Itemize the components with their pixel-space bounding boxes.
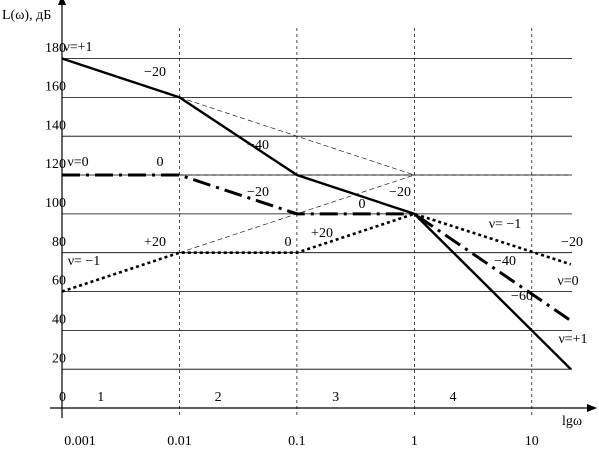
x-tick-label: 10 — [525, 434, 539, 449]
annotation: ν= −1 — [68, 254, 101, 269]
series-line — [62, 173, 572, 322]
y-tick-label: 140 — [45, 118, 66, 133]
annotation: −40 — [247, 138, 269, 153]
series-line — [61, 212, 572, 293]
region-label: 1 — [97, 390, 104, 405]
annotation: −40 — [494, 254, 516, 269]
annotation: +20 — [311, 226, 333, 241]
y-tick-label: 100 — [45, 196, 66, 211]
annotation: 0 — [157, 155, 164, 170]
y-tick-label: 120 — [45, 157, 66, 172]
x-tick-label: 0.01 — [167, 434, 192, 449]
y-tick-label: 40 — [52, 313, 66, 328]
annotation: ν=+1 — [63, 40, 92, 55]
x-axis-title: lgω — [562, 414, 582, 429]
annotation: ν= −1 — [489, 217, 522, 232]
series-line — [179, 97, 415, 176]
y-axis-title: L(ω), дБ — [2, 8, 51, 23]
x-tick-label: 0.1 — [288, 434, 306, 449]
annotation: −20 — [247, 185, 269, 200]
annotation: ν=0 — [557, 274, 578, 289]
x-tick-label: 0.001 — [64, 434, 96, 449]
annotation: 0 — [359, 197, 366, 212]
region-label: 3 — [332, 390, 339, 405]
series-line — [61, 57, 572, 371]
series-line — [179, 174, 415, 253]
y-tick-label: 180 — [45, 41, 66, 56]
region-label: 4 — [450, 390, 457, 405]
region-label: 2 — [215, 390, 222, 405]
annotation: 0 — [285, 235, 292, 250]
y-tick-label: 80 — [52, 235, 66, 250]
annotation: −20 — [561, 235, 583, 250]
annotation: −60 — [511, 289, 533, 304]
annotation: ν=+1 — [558, 332, 587, 347]
y-tick-label: 20 — [52, 351, 66, 366]
x-tick-label: 1 — [411, 434, 418, 449]
annotation: ν=0 — [67, 155, 88, 170]
annotation: +20 — [144, 235, 166, 250]
y-tick-label: 160 — [45, 80, 66, 95]
y-tick-label: 0 — [59, 390, 66, 405]
y-tick-label: 60 — [52, 274, 66, 289]
annotation: −20 — [389, 185, 411, 200]
annotation: −20 — [144, 65, 166, 80]
